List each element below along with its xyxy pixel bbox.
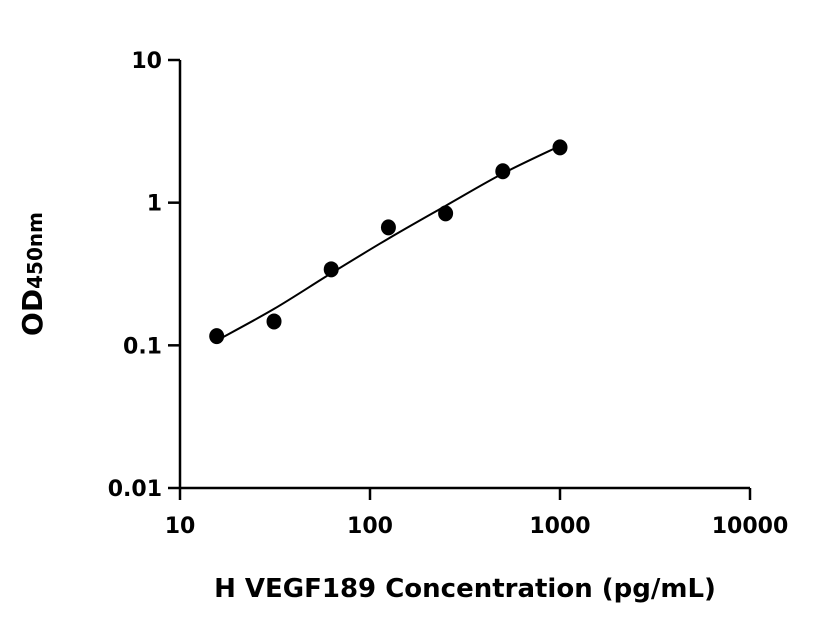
data-point — [266, 313, 282, 330]
y-tick-label: 0.01 — [108, 477, 162, 502]
x-tick-label: 10000 — [712, 514, 789, 539]
axes — [168, 58, 752, 500]
data-point — [438, 205, 454, 222]
x-tick-label: 100 — [347, 514, 393, 539]
data-point — [323, 261, 339, 278]
x-tick-labels: 10 100 1000 10000 — [165, 514, 789, 539]
y-tick-label: 10 — [131, 49, 162, 74]
data-point — [209, 328, 225, 345]
y-axis-label: OD450nm — [16, 212, 49, 336]
x-axis-label: H VEGF189 Concentration (pg/mL) — [214, 574, 716, 604]
data-point — [552, 139, 568, 156]
x-tick-label: 10 — [165, 514, 196, 539]
data-points — [209, 139, 568, 345]
data-point — [380, 219, 396, 236]
y-axis-label-main: OD — [16, 289, 49, 336]
x-tick-label: 1000 — [529, 514, 590, 539]
y-tick-label: 1 — [147, 192, 162, 217]
y-tick-labels: 0.01 0.1 1 10 — [108, 49, 162, 502]
y-axis-label-sub: 450nm — [23, 212, 47, 289]
data-point — [495, 163, 511, 180]
y-tick-label: 0.1 — [123, 334, 162, 359]
